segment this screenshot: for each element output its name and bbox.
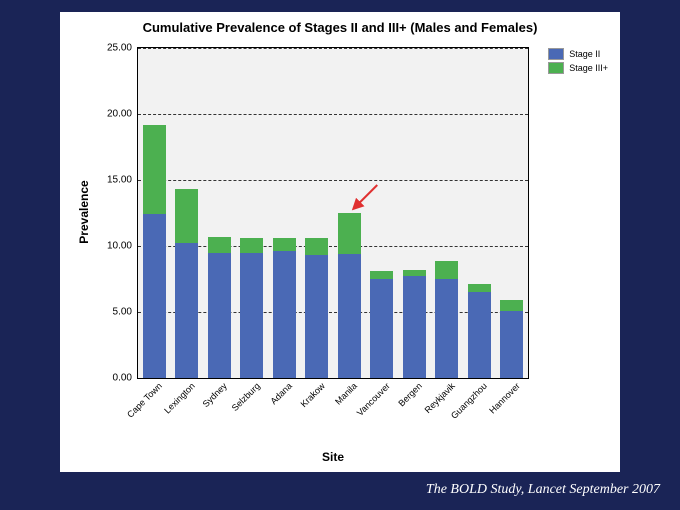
bar-stage2 bbox=[403, 276, 426, 378]
legend: Stage II Stage III+ bbox=[548, 48, 608, 76]
xtick-label: Manila bbox=[333, 381, 359, 407]
xtick-label: Krakow bbox=[298, 381, 326, 409]
bar-stage2 bbox=[468, 292, 491, 378]
ytick-label: 0.00 bbox=[113, 373, 132, 384]
ytick-label: 15.00 bbox=[107, 175, 132, 186]
bar-group: Manila bbox=[338, 48, 361, 378]
bar-stage2 bbox=[370, 279, 393, 378]
slide: Cumulative Prevalence of Stages II and I… bbox=[0, 0, 680, 510]
legend-swatch-stage3p bbox=[548, 62, 564, 74]
xtick-label: Hannover bbox=[487, 381, 522, 416]
chart-title: Cumulative Prevalence of Stages II and I… bbox=[60, 20, 620, 35]
bar-group: Guangzhou bbox=[468, 48, 491, 378]
xtick-label: Sydney bbox=[201, 381, 229, 409]
legend-label-stage3p: Stage III+ bbox=[569, 63, 608, 73]
bar-group: Vancouver bbox=[370, 48, 393, 378]
bar-stage2 bbox=[175, 243, 198, 378]
plot-area: 0.005.0010.0015.0020.0025.00Cape TownLex… bbox=[138, 48, 528, 378]
citation-text: The BOLD Study, Lancet September 2007 bbox=[426, 482, 660, 498]
bar-stage2 bbox=[273, 251, 296, 378]
xtick-label: Lexington bbox=[162, 381, 197, 416]
legend-swatch-stage2 bbox=[548, 48, 564, 60]
bar-group: Lexington bbox=[175, 48, 198, 378]
bar-group: Sydney bbox=[208, 48, 231, 378]
bar-stage3p bbox=[500, 300, 523, 311]
bar-group: Hannover bbox=[500, 48, 523, 378]
xtick-label: Bergen bbox=[397, 381, 425, 409]
bar-stage3p bbox=[403, 270, 426, 277]
bar-group: Bergen bbox=[403, 48, 426, 378]
bar-stage2 bbox=[208, 253, 231, 378]
xtick-label: Vancouver bbox=[355, 381, 392, 418]
xtick-label: Selzburg bbox=[229, 381, 261, 413]
bar-group: Adana bbox=[273, 48, 296, 378]
legend-item-stage2: Stage II bbox=[548, 48, 608, 60]
bar-group: Cape Town bbox=[143, 48, 166, 378]
bar-stage3p bbox=[468, 284, 491, 292]
legend-label-stage2: Stage II bbox=[569, 49, 600, 59]
bar-stage3p bbox=[175, 189, 198, 243]
bar-stage2 bbox=[435, 279, 458, 378]
y-axis-label: Prevalence bbox=[77, 180, 91, 243]
bar-group: Krakow bbox=[305, 48, 328, 378]
bar-stage3p bbox=[370, 271, 393, 279]
ytick-label: 20.00 bbox=[107, 109, 132, 120]
ytick-label: 5.00 bbox=[113, 307, 132, 318]
bar-stage3p bbox=[240, 238, 263, 253]
xtick-label: Cape Town bbox=[125, 381, 164, 420]
bar-stage3p bbox=[143, 125, 166, 215]
bar-stage2 bbox=[240, 253, 263, 378]
bar-stage2 bbox=[305, 255, 328, 378]
x-axis-label: Site bbox=[138, 450, 528, 464]
bar-stage2 bbox=[338, 254, 361, 378]
legend-item-stage3p: Stage III+ bbox=[548, 62, 608, 74]
bar-group: Selzburg bbox=[240, 48, 263, 378]
bar-stage3p bbox=[273, 238, 296, 251]
bar-stage3p bbox=[305, 238, 328, 255]
chart-panel: Cumulative Prevalence of Stages II and I… bbox=[60, 12, 620, 472]
ytick-label: 10.00 bbox=[107, 241, 132, 252]
bar-group: Reykjavik bbox=[435, 48, 458, 378]
bar-stage3p bbox=[435, 261, 458, 279]
bar-stage3p bbox=[338, 213, 361, 254]
xtick-label: Adana bbox=[269, 381, 294, 406]
bar-stage3p bbox=[208, 237, 231, 253]
bar-stage2 bbox=[143, 214, 166, 378]
bar-stage2 bbox=[500, 311, 523, 378]
ytick-label: 25.00 bbox=[107, 43, 132, 54]
